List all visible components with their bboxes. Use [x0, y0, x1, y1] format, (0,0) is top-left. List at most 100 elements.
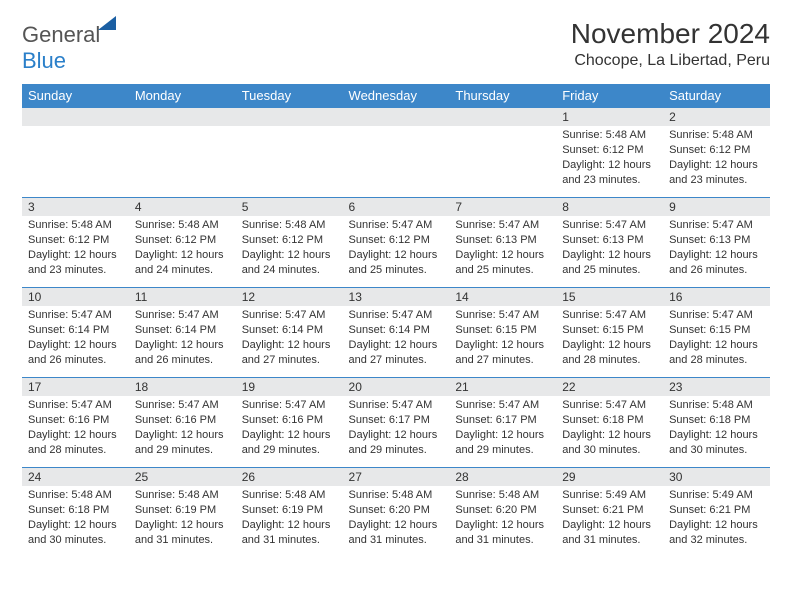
- day-cell: 14Sunrise: 5:47 AMSunset: 6:15 PMDayligh…: [449, 288, 556, 378]
- col-monday: Monday: [129, 84, 236, 108]
- col-friday: Friday: [556, 84, 663, 108]
- day-line: Daylight: 12 hours and 29 minutes.: [242, 428, 337, 458]
- day-line: Sunset: 6:15 PM: [562, 323, 657, 338]
- calendar-table: Sunday Monday Tuesday Wednesday Thursday…: [22, 84, 770, 558]
- day-line: Sunrise: 5:47 AM: [242, 308, 337, 323]
- day-number: 19: [236, 378, 343, 396]
- day-line: Sunrise: 5:47 AM: [349, 308, 444, 323]
- logo: General Blue: [22, 18, 116, 74]
- day-cell: 30Sunrise: 5:49 AMSunset: 6:21 PMDayligh…: [663, 468, 770, 558]
- day-body: Sunrise: 5:47 AMSunset: 6:18 PMDaylight:…: [556, 396, 663, 461]
- day-line: Sunrise: 5:48 AM: [455, 488, 550, 503]
- day-number: 12: [236, 288, 343, 306]
- day-body: Sunrise: 5:47 AMSunset: 6:16 PMDaylight:…: [236, 396, 343, 461]
- day-number: [449, 108, 556, 126]
- day-cell: 26Sunrise: 5:48 AMSunset: 6:19 PMDayligh…: [236, 468, 343, 558]
- day-number: [343, 108, 450, 126]
- day-line: Sunset: 6:14 PM: [349, 323, 444, 338]
- day-number: 14: [449, 288, 556, 306]
- day-body: Sunrise: 5:48 AMSunset: 6:18 PMDaylight:…: [663, 396, 770, 461]
- day-body: [449, 126, 556, 132]
- day-line: Sunset: 6:18 PM: [562, 413, 657, 428]
- day-cell: 16Sunrise: 5:47 AMSunset: 6:15 PMDayligh…: [663, 288, 770, 378]
- day-line: Sunset: 6:14 PM: [242, 323, 337, 338]
- day-line: Daylight: 12 hours and 28 minutes.: [669, 338, 764, 368]
- day-line: Sunset: 6:14 PM: [28, 323, 123, 338]
- week-row: 24Sunrise: 5:48 AMSunset: 6:18 PMDayligh…: [22, 468, 770, 558]
- col-saturday: Saturday: [663, 84, 770, 108]
- header: General Blue November 2024 Chocope, La L…: [22, 18, 770, 74]
- day-line: Sunset: 6:16 PM: [242, 413, 337, 428]
- day-body: Sunrise: 5:47 AMSunset: 6:14 PMDaylight:…: [129, 306, 236, 371]
- day-line: Daylight: 12 hours and 25 minutes.: [455, 248, 550, 278]
- day-line: Sunset: 6:17 PM: [455, 413, 550, 428]
- day-number: 4: [129, 198, 236, 216]
- day-cell: 1Sunrise: 5:48 AMSunset: 6:12 PMDaylight…: [556, 108, 663, 198]
- day-cell: 17Sunrise: 5:47 AMSunset: 6:16 PMDayligh…: [22, 378, 129, 468]
- week-row: 3Sunrise: 5:48 AMSunset: 6:12 PMDaylight…: [22, 198, 770, 288]
- day-number: 26: [236, 468, 343, 486]
- col-sunday: Sunday: [22, 84, 129, 108]
- day-body: Sunrise: 5:48 AMSunset: 6:18 PMDaylight:…: [22, 486, 129, 551]
- day-line: Sunset: 6:15 PM: [455, 323, 550, 338]
- day-line: Sunset: 6:18 PM: [669, 413, 764, 428]
- day-cell: 29Sunrise: 5:49 AMSunset: 6:21 PMDayligh…: [556, 468, 663, 558]
- day-number: 30: [663, 468, 770, 486]
- day-cell: 8Sunrise: 5:47 AMSunset: 6:13 PMDaylight…: [556, 198, 663, 288]
- day-line: Sunrise: 5:49 AM: [562, 488, 657, 503]
- day-line: Daylight: 12 hours and 29 minutes.: [455, 428, 550, 458]
- day-line: Sunrise: 5:47 AM: [28, 398, 123, 413]
- day-cell: 3Sunrise: 5:48 AMSunset: 6:12 PMDaylight…: [22, 198, 129, 288]
- week-row: 17Sunrise: 5:47 AMSunset: 6:16 PMDayligh…: [22, 378, 770, 468]
- day-body: Sunrise: 5:48 AMSunset: 6:12 PMDaylight:…: [129, 216, 236, 281]
- day-line: Daylight: 12 hours and 32 minutes.: [669, 518, 764, 548]
- day-line: Daylight: 12 hours and 31 minutes.: [562, 518, 657, 548]
- logo-general: General: [22, 22, 100, 47]
- day-line: Daylight: 12 hours and 30 minutes.: [669, 428, 764, 458]
- day-line: Sunrise: 5:48 AM: [28, 218, 123, 233]
- month-title: November 2024: [571, 18, 770, 50]
- col-wednesday: Wednesday: [343, 84, 450, 108]
- day-line: Sunrise: 5:47 AM: [135, 398, 230, 413]
- logo-text: General Blue: [22, 22, 116, 74]
- day-line: Sunset: 6:21 PM: [562, 503, 657, 518]
- day-line: Sunset: 6:17 PM: [349, 413, 444, 428]
- day-line: Daylight: 12 hours and 30 minutes.: [28, 518, 123, 548]
- day-cell: 9Sunrise: 5:47 AMSunset: 6:13 PMDaylight…: [663, 198, 770, 288]
- day-line: Sunrise: 5:49 AM: [669, 488, 764, 503]
- day-line: Sunrise: 5:47 AM: [669, 218, 764, 233]
- day-number: 9: [663, 198, 770, 216]
- day-line: Sunset: 6:12 PM: [562, 143, 657, 158]
- day-cell: [449, 108, 556, 198]
- day-line: Daylight: 12 hours and 31 minutes.: [135, 518, 230, 548]
- day-number: 28: [449, 468, 556, 486]
- day-line: Sunset: 6:12 PM: [349, 233, 444, 248]
- day-line: Sunrise: 5:48 AM: [669, 398, 764, 413]
- day-number: [129, 108, 236, 126]
- day-line: Sunrise: 5:47 AM: [242, 398, 337, 413]
- day-line: Sunrise: 5:48 AM: [28, 488, 123, 503]
- day-line: Sunrise: 5:47 AM: [349, 398, 444, 413]
- day-number: 23: [663, 378, 770, 396]
- day-line: Sunrise: 5:48 AM: [135, 218, 230, 233]
- day-line: Sunset: 6:20 PM: [455, 503, 550, 518]
- day-line: Sunrise: 5:47 AM: [349, 218, 444, 233]
- day-cell: 5Sunrise: 5:48 AMSunset: 6:12 PMDaylight…: [236, 198, 343, 288]
- day-line: Sunrise: 5:47 AM: [669, 308, 764, 323]
- week-row: 10Sunrise: 5:47 AMSunset: 6:14 PMDayligh…: [22, 288, 770, 378]
- day-body: [236, 126, 343, 132]
- day-number: 6: [343, 198, 450, 216]
- day-number: 1: [556, 108, 663, 126]
- day-body: Sunrise: 5:47 AMSunset: 6:17 PMDaylight:…: [449, 396, 556, 461]
- logo-blue: Blue: [22, 48, 66, 73]
- day-cell: [343, 108, 450, 198]
- day-number: 5: [236, 198, 343, 216]
- day-number: 3: [22, 198, 129, 216]
- day-body: Sunrise: 5:47 AMSunset: 6:16 PMDaylight:…: [22, 396, 129, 461]
- day-line: Daylight: 12 hours and 31 minutes.: [455, 518, 550, 548]
- day-line: Sunset: 6:12 PM: [135, 233, 230, 248]
- day-line: Daylight: 12 hours and 29 minutes.: [135, 428, 230, 458]
- day-line: Sunset: 6:13 PM: [455, 233, 550, 248]
- col-thursday: Thursday: [449, 84, 556, 108]
- week-row: 1Sunrise: 5:48 AMSunset: 6:12 PMDaylight…: [22, 108, 770, 198]
